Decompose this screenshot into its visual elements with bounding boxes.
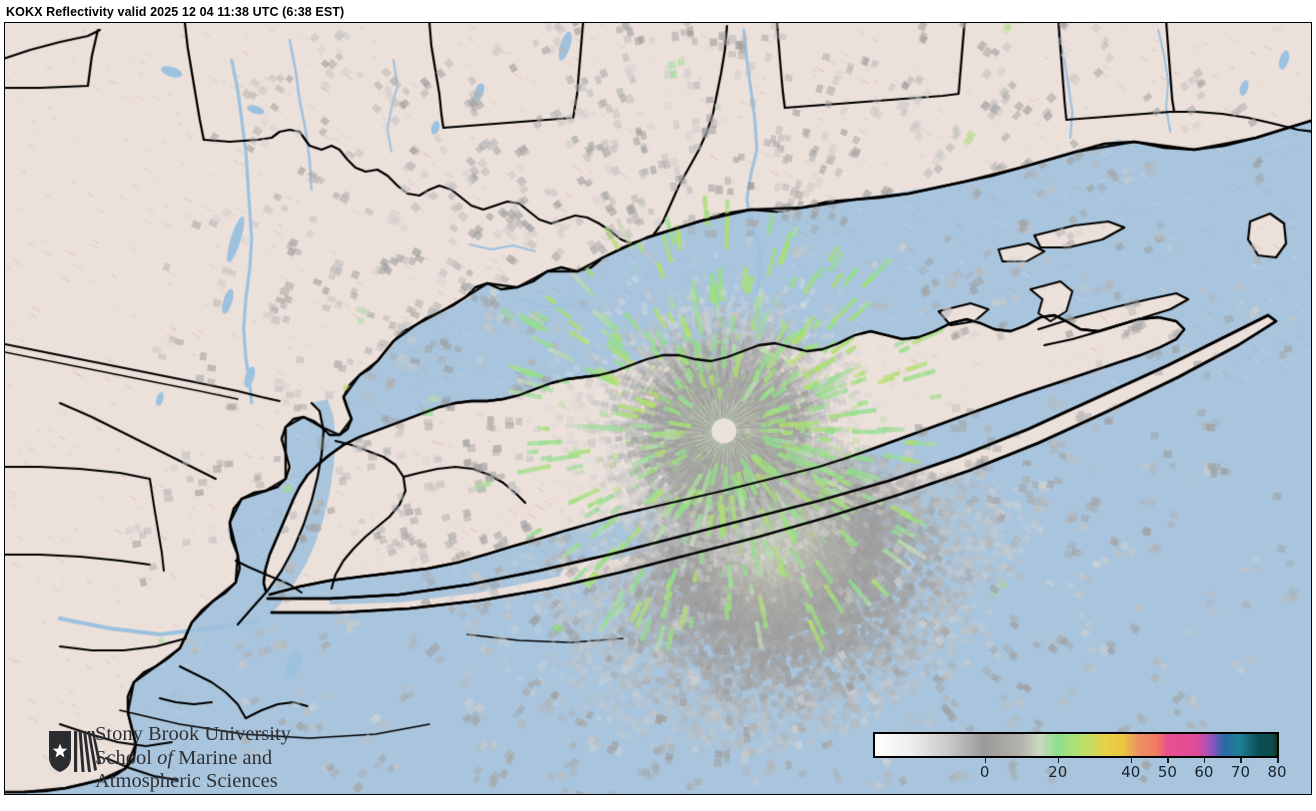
colorbar-tick [1240,758,1242,763]
radar-map-frame[interactable]: Stony Brook University School of Marine … [4,22,1312,795]
colorbar-tick-label: 60 [1194,763,1214,781]
reflectivity-colorbar[interactable]: 0 20 40 50 60 70 80 [873,732,1287,794]
colorbar-tick-labels: 0 20 40 50 60 70 80 [873,758,1287,790]
colorbar-tick-label: 20 [1048,763,1068,781]
colorbar-tick [1203,758,1206,763]
colorbar-bar[interactable] [873,732,1279,758]
colorbar-tick [1277,758,1279,763]
page-title: KOKX Reflectivity valid 2025 12 04 11:38… [6,5,345,19]
colorbar-gradient [875,734,1277,756]
colorbar-tick [984,758,987,763]
colorbar-tick-label: 80 [1267,763,1287,781]
colorbar-tick [1167,758,1169,763]
colorbar-tick-label: 70 [1230,763,1250,781]
radar-map-canvas[interactable] [5,23,1311,794]
colorbar-tick-label: 0 [979,763,990,781]
colorbar-tick [1057,758,1060,763]
colorbar-tick-label: 50 [1157,763,1177,781]
colorbar-tick [1130,758,1133,763]
colorbar-tick-label: 40 [1121,763,1141,781]
